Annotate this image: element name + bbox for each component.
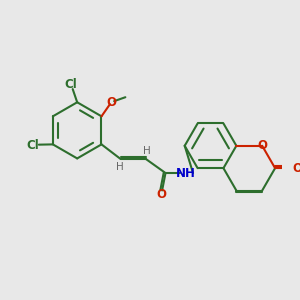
Text: H: H [143, 146, 151, 156]
Text: NH: NH [176, 167, 196, 179]
Text: Cl: Cl [26, 139, 39, 152]
Text: O: O [292, 162, 300, 175]
Text: O: O [257, 139, 267, 152]
Text: H: H [116, 162, 123, 172]
Text: O: O [157, 188, 167, 201]
Text: Cl: Cl [64, 77, 77, 91]
Text: O: O [106, 96, 116, 109]
